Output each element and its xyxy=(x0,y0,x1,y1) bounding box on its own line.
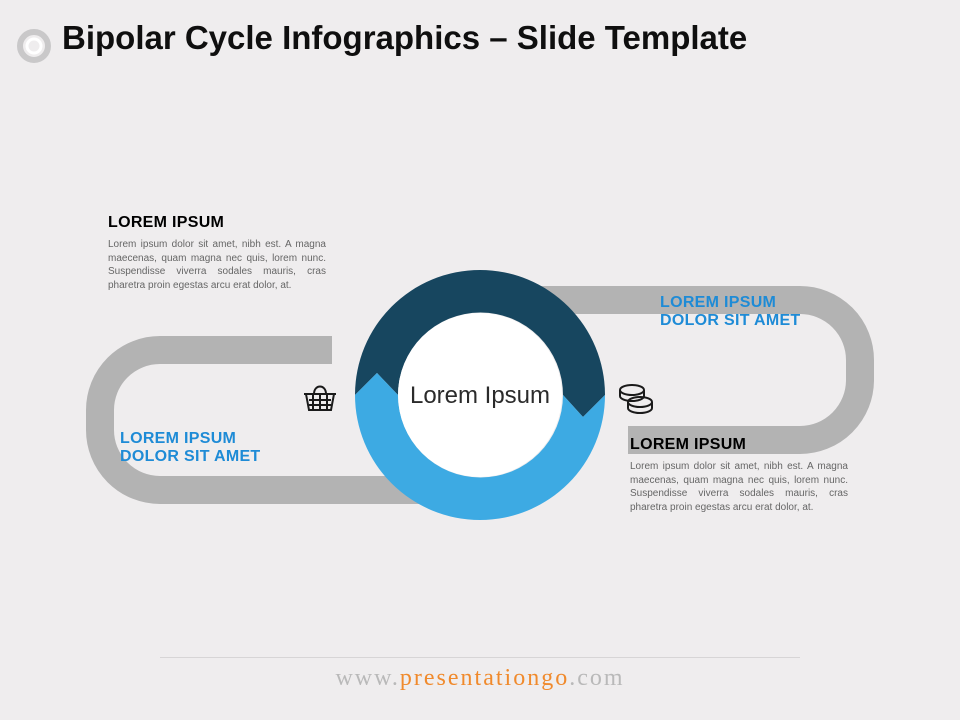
caption-bottom-right-title: LOREM IPSUM xyxy=(630,436,848,454)
caption-left-blue-line2: DOLOR SIT AMET xyxy=(120,448,261,466)
caption-right-blue-line2: DOLOR SIT AMET xyxy=(660,312,801,330)
basket-icon xyxy=(304,387,336,411)
caption-bottom-right: LOREM IPSUM Lorem ipsum dolor sit amet, … xyxy=(630,436,848,514)
caption-top-left-title: LOREM IPSUM xyxy=(108,214,326,232)
caption-left-blue: LOREM IPSUM DOLOR SIT AMET xyxy=(120,430,261,466)
caption-bottom-right-body: Lorem ipsum dolor sit amet, nibh est. A … xyxy=(630,460,848,514)
footer-prefix: www. xyxy=(335,665,399,691)
ring-center-label: Lorem Ipsum xyxy=(410,382,550,410)
footer-suffix: .com xyxy=(569,665,624,691)
footer-mid: presentationgo xyxy=(400,665,569,691)
footer-divider xyxy=(160,657,800,658)
caption-right-blue: LOREM IPSUM DOLOR SIT AMET xyxy=(660,294,801,330)
footer-url: www.presentationgo.com xyxy=(0,665,960,692)
title-bullet-icon xyxy=(14,26,54,66)
caption-top-left-body: Lorem ipsum dolor sit amet, nibh est. A … xyxy=(108,238,326,292)
page-title: Bipolar Cycle Infographics – Slide Templ… xyxy=(62,18,747,58)
caption-top-left: LOREM IPSUM Lorem ipsum dolor sit amet, … xyxy=(108,214,326,292)
coins-icon xyxy=(620,385,652,413)
caption-right-blue-line1: LOREM IPSUM xyxy=(660,294,801,312)
caption-left-blue-line1: LOREM IPSUM xyxy=(120,430,261,448)
